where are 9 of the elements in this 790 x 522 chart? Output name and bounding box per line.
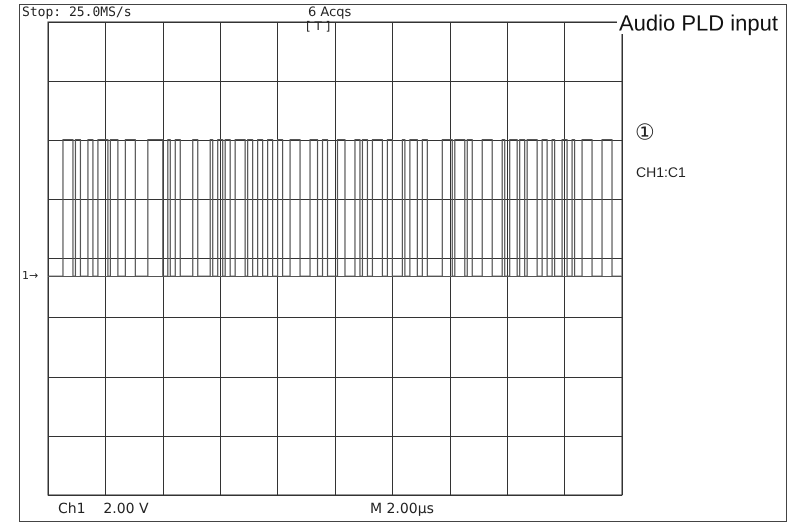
text: 6 Acqs [308,5,352,20]
text: Stop: 25.0MS/s [22,5,132,20]
text: M 2.00µs [370,501,434,517]
text: Ch1 2.00 V [58,501,149,517]
text: 1→ [22,269,38,282]
text: [ T ] [306,19,330,33]
text: ① [635,120,655,146]
text: CH1:C1 [636,164,686,180]
text: Audio PLD input [619,10,778,36]
